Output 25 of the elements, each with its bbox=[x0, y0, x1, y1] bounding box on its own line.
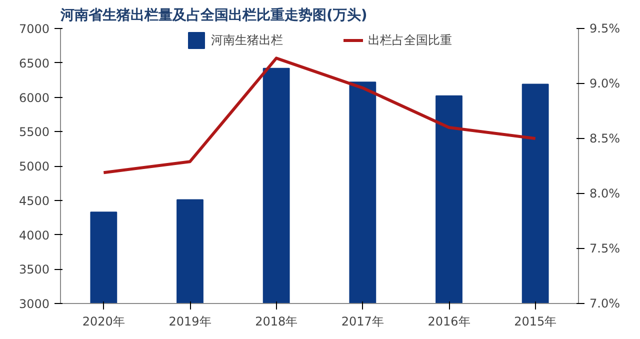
y-tick-label: 4000 bbox=[18, 228, 50, 242]
y-tick-label: 6500 bbox=[18, 56, 50, 70]
x-tick-label: 2016年 bbox=[428, 314, 470, 328]
x-tick-label: 2018年 bbox=[255, 314, 298, 328]
x-tick-label: 2020年 bbox=[82, 314, 125, 328]
y2-tick-label: 7.5% bbox=[590, 242, 620, 256]
y-tick-label: 6000 bbox=[18, 90, 50, 105]
y-tick-label: 7000 bbox=[18, 22, 50, 36]
y-tick-label: 4500 bbox=[18, 194, 50, 208]
y2-tick-label: 8.5% bbox=[590, 132, 620, 146]
y2-tick-label: 9.0% bbox=[590, 76, 620, 90]
chart-title: 河南省生猪出栏量及占全国出栏比重走势图(万头) bbox=[60, 8, 368, 24]
y-tick-label: 3000 bbox=[18, 297, 50, 311]
x-tick-label: 2019年 bbox=[168, 314, 212, 328]
legend-label: 出栏占全国比重 bbox=[368, 32, 452, 48]
y-tick-label: 5500 bbox=[18, 125, 50, 140]
y2-tick-label: 7.0% bbox=[590, 296, 620, 310]
legend-label: 河南生猪出栏 bbox=[211, 32, 283, 48]
y-tick-label: 3500 bbox=[18, 262, 50, 277]
y-tick-label: 5000 bbox=[18, 160, 50, 174]
line-series bbox=[102, 56, 537, 174]
x-tick-label: 2015年 bbox=[514, 314, 557, 328]
y2-tick-label: 8.0% bbox=[590, 186, 620, 200]
y2-tick-label: 9.5% bbox=[590, 22, 620, 36]
x-tick-label: 2017年 bbox=[341, 314, 384, 328]
